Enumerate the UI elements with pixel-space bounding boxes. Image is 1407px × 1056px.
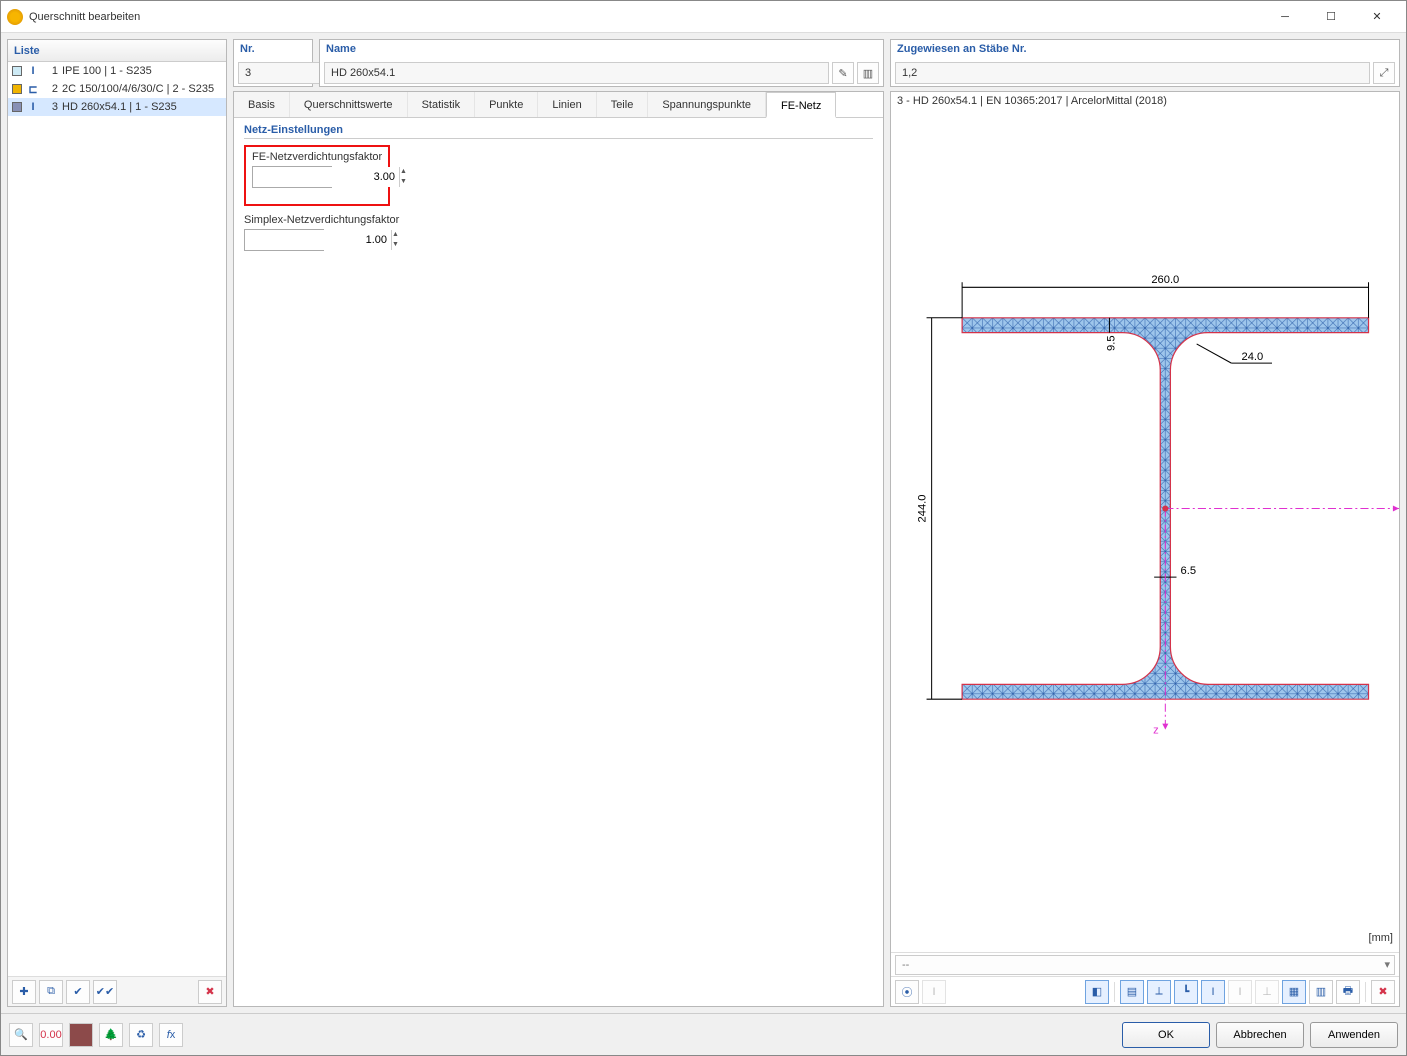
show-axes-button[interactable]: ⟂ xyxy=(1147,980,1171,1004)
liste-num: 3 xyxy=(44,101,58,113)
assigned-label: Zugewiesen an Stäbe Nr. xyxy=(891,40,1399,60)
tab-statistik[interactable]: Statistik xyxy=(408,92,476,117)
table-button[interactable]: ▥ xyxy=(1309,980,1333,1004)
name-edit-button[interactable]: ✎ xyxy=(832,62,854,84)
liste-header: Liste xyxy=(8,40,226,62)
options-button[interactable]: ✖ xyxy=(1371,980,1395,1004)
app-icon xyxy=(7,9,23,25)
name-library-button[interactable]: ▥ xyxy=(857,62,879,84)
maximize-button[interactable]: ☐ xyxy=(1308,1,1354,33)
simplex-factor-input[interactable] xyxy=(245,230,391,250)
show-profile-button[interactable]: I xyxy=(1201,980,1225,1004)
swatch-icon xyxy=(12,66,22,76)
liste-body: I1IPE 100 | 1 - S235⊏22C 150/100/4/6/30/… xyxy=(8,62,226,976)
liste-label: HD 260x54.1 | 1 - S235 xyxy=(62,101,177,113)
dim-all-button[interactable]: I xyxy=(1228,980,1252,1004)
fe-factor-down[interactable]: ▼ xyxy=(400,177,407,187)
section-shape-icon: I xyxy=(26,101,40,113)
liste-num: 2 xyxy=(44,83,58,95)
window-title: Querschnitt bearbeiten xyxy=(29,11,1262,23)
liste-apply-button[interactable]: ✔ xyxy=(66,980,90,1004)
tabs: BasisQuerschnittswerteStatistikPunkteLin… xyxy=(234,92,883,118)
liste-toolbar: ✚ ⧉ ✔ ✔✔ ✖ xyxy=(8,976,226,1006)
fe-factor-highlight: FE-Netzverdichtungsfaktor ▲▼ xyxy=(244,145,390,206)
liste-row[interactable]: I1 IPE 100 | 1 - S235 xyxy=(8,62,226,80)
swatch-icon xyxy=(12,84,22,94)
liste-label: 2C 150/100/4/6/30/C | 2 - S235 xyxy=(62,83,214,95)
section-shape-icon: I xyxy=(26,65,40,77)
titlebar: Querschnitt bearbeiten ─ ☐ ✕ xyxy=(1,1,1406,33)
tree-button[interactable]: 🌲 xyxy=(99,1023,123,1047)
fe-factor-up[interactable]: ▲ xyxy=(400,167,407,177)
preview-unit: [mm] xyxy=(891,930,1399,952)
svg-text:z: z xyxy=(1153,725,1159,737)
liste-apply-all-button[interactable]: ✔✔ xyxy=(93,980,117,1004)
minimize-button[interactable]: ─ xyxy=(1262,1,1308,33)
color-button[interactable] xyxy=(69,1023,93,1047)
fe-factor-input[interactable] xyxy=(253,167,399,187)
color-fill-button[interactable]: ◧ xyxy=(1085,980,1109,1004)
svg-text:244.0: 244.0 xyxy=(917,495,929,523)
liste-row[interactable]: ⊏ 2 2C 150/100/4/6/30/C | 2 - S235 xyxy=(8,80,226,98)
dialog-footer: 🔍 0.00 🌲 ♻ fx OK Abbrechen Anwenden xyxy=(1,1013,1406,1055)
mesh-section-title: Netz-Einstellungen xyxy=(244,124,873,139)
assigned-pick-button[interactable]: ⤢ xyxy=(1373,62,1395,84)
svg-text:9.5: 9.5 xyxy=(1106,335,1118,351)
tab-teile[interactable]: Teile xyxy=(597,92,649,117)
liste-row[interactable]: I3 HD 260x54.1 | 1 - S235 xyxy=(8,98,226,116)
tab-linien[interactable]: Linien xyxy=(538,92,596,117)
fe-factor-spinner[interactable]: ▲▼ xyxy=(252,166,332,188)
simplex-factor-spinner[interactable]: ▲▼ xyxy=(244,229,324,251)
svg-text:24.0: 24.0 xyxy=(1242,351,1264,363)
show-values-button[interactable]: ▤ xyxy=(1120,980,1144,1004)
liste-label: IPE 100 | 1 - S235 xyxy=(62,65,152,77)
cancel-button[interactable]: Abbrechen xyxy=(1216,1022,1304,1048)
print-button[interactable]: 🖶 xyxy=(1336,980,1360,1004)
fe-factor-label: FE-Netzverdichtungsfaktor xyxy=(252,151,382,163)
chevron-down-icon: ▾ xyxy=(1384,955,1390,975)
tab-fe-netz[interactable]: FE-Netz xyxy=(766,92,836,118)
tab-spannungspunkte[interactable]: Spannungspunkte xyxy=(648,92,766,117)
simplex-factor-label: Simplex-Netzverdichtungsfaktor xyxy=(244,214,873,226)
liste-num: 1 xyxy=(44,65,58,77)
mesh-refinement-button[interactable]: I xyxy=(922,980,946,1004)
preview-title: 3 - HD 260x54.1 | EN 10365:2017 | Arcelo… xyxy=(891,92,1399,112)
close-button[interactable]: ✕ xyxy=(1354,1,1400,33)
fx-button[interactable]: fx xyxy=(159,1023,183,1047)
local-cs-button[interactable]: ┗ xyxy=(1174,980,1198,1004)
section-shape-icon: ⊏ xyxy=(26,83,40,96)
liste-delete-button[interactable]: ✖ xyxy=(198,980,222,1004)
ok-button[interactable]: OK xyxy=(1122,1022,1210,1048)
preview-combo[interactable]: -- ▾ xyxy=(895,955,1395,975)
nr-label: Nr. xyxy=(234,40,312,60)
calc-button[interactable]: ♻ xyxy=(129,1023,153,1047)
assigned-input[interactable] xyxy=(895,62,1370,84)
tab-basis[interactable]: Basis xyxy=(234,92,290,117)
svg-text:260.0: 260.0 xyxy=(1151,274,1179,286)
simplex-factor-up[interactable]: ▲ xyxy=(392,230,399,240)
liste-copy-button[interactable]: ⧉ xyxy=(39,980,63,1004)
simplex-factor-down[interactable]: ▼ xyxy=(392,240,399,250)
svg-text:6.5: 6.5 xyxy=(1181,565,1197,577)
units-button[interactable]: 0.00 xyxy=(39,1023,63,1047)
tab-punkte[interactable]: Punkte xyxy=(475,92,538,117)
help-button[interactable]: 🔍 xyxy=(9,1023,33,1047)
dim-none-button[interactable]: ⊥ xyxy=(1255,980,1279,1004)
swatch-icon xyxy=(12,102,22,112)
liste-new-button[interactable]: ✚ xyxy=(12,980,36,1004)
preview-canvas: 260.0244.09.524.06.5yz xyxy=(891,112,1399,930)
grid-button[interactable]: ▦ xyxy=(1282,980,1306,1004)
name-input[interactable] xyxy=(324,62,829,84)
name-label: Name xyxy=(320,40,883,60)
stress-points-button[interactable]: ⦿ xyxy=(895,980,919,1004)
tab-querschnittswerte[interactable]: Querschnittswerte xyxy=(290,92,408,117)
apply-button[interactable]: Anwenden xyxy=(1310,1022,1398,1048)
